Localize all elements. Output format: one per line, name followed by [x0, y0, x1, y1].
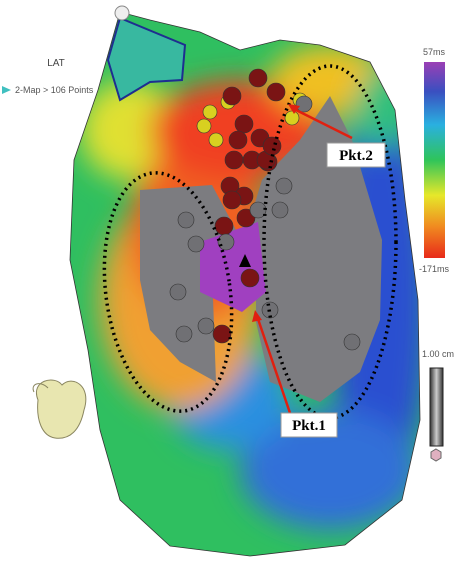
yellow-point: [208, 132, 224, 148]
colorbar-max: 57ms: [423, 47, 446, 57]
marker: [239, 254, 251, 267]
yellow-point: [284, 110, 300, 126]
gray-point: [295, 95, 313, 113]
gray-point: [175, 325, 193, 343]
gray-point: [271, 201, 289, 219]
red-point: [228, 130, 248, 150]
arrow-head: [288, 104, 300, 114]
gray-point: [197, 317, 215, 335]
region-ellipse: [102, 171, 234, 413]
arrow-head: [252, 310, 262, 322]
map-subtitle: 2-Map > 106 Points: [15, 85, 94, 95]
red-point: [248, 68, 268, 88]
red-point: [214, 216, 234, 236]
arrow: [255, 315, 292, 414]
gray-point: [217, 233, 235, 251]
colorbar-min: -171ms: [419, 264, 450, 274]
scale-icon: [430, 448, 442, 462]
yellow-point: [202, 104, 218, 120]
scale-label: 1.00 cm: [422, 349, 454, 359]
arrow: [291, 106, 353, 140]
label-box: [326, 142, 386, 168]
pin: [114, 5, 130, 21]
annotation: Pkt.1: [292, 418, 326, 434]
red-point: [224, 150, 244, 170]
gray-point: [187, 235, 205, 253]
red-point: [266, 82, 286, 102]
gray-point: [169, 283, 187, 301]
gray-point: [249, 201, 267, 219]
red-point: [262, 136, 282, 156]
label-box: [280, 412, 338, 438]
annotation: Pkt.2: [339, 148, 373, 164]
gray-point: [275, 177, 293, 195]
red-point: [234, 114, 254, 134]
gray-point: [177, 211, 195, 229]
map-title: LAT: [47, 58, 65, 69]
yellow-point: [196, 118, 212, 134]
scale-bar: [429, 367, 444, 447]
heart-icon: [32, 379, 87, 439]
red-point: [222, 86, 242, 106]
map-outline: [69, 11, 421, 557]
map-icon: [2, 86, 11, 94]
red-point: [212, 324, 232, 344]
points: [169, 68, 361, 351]
red-point: [222, 190, 242, 210]
gray-point: [343, 333, 361, 351]
colorbar: [424, 62, 445, 258]
red-point: [240, 268, 260, 288]
